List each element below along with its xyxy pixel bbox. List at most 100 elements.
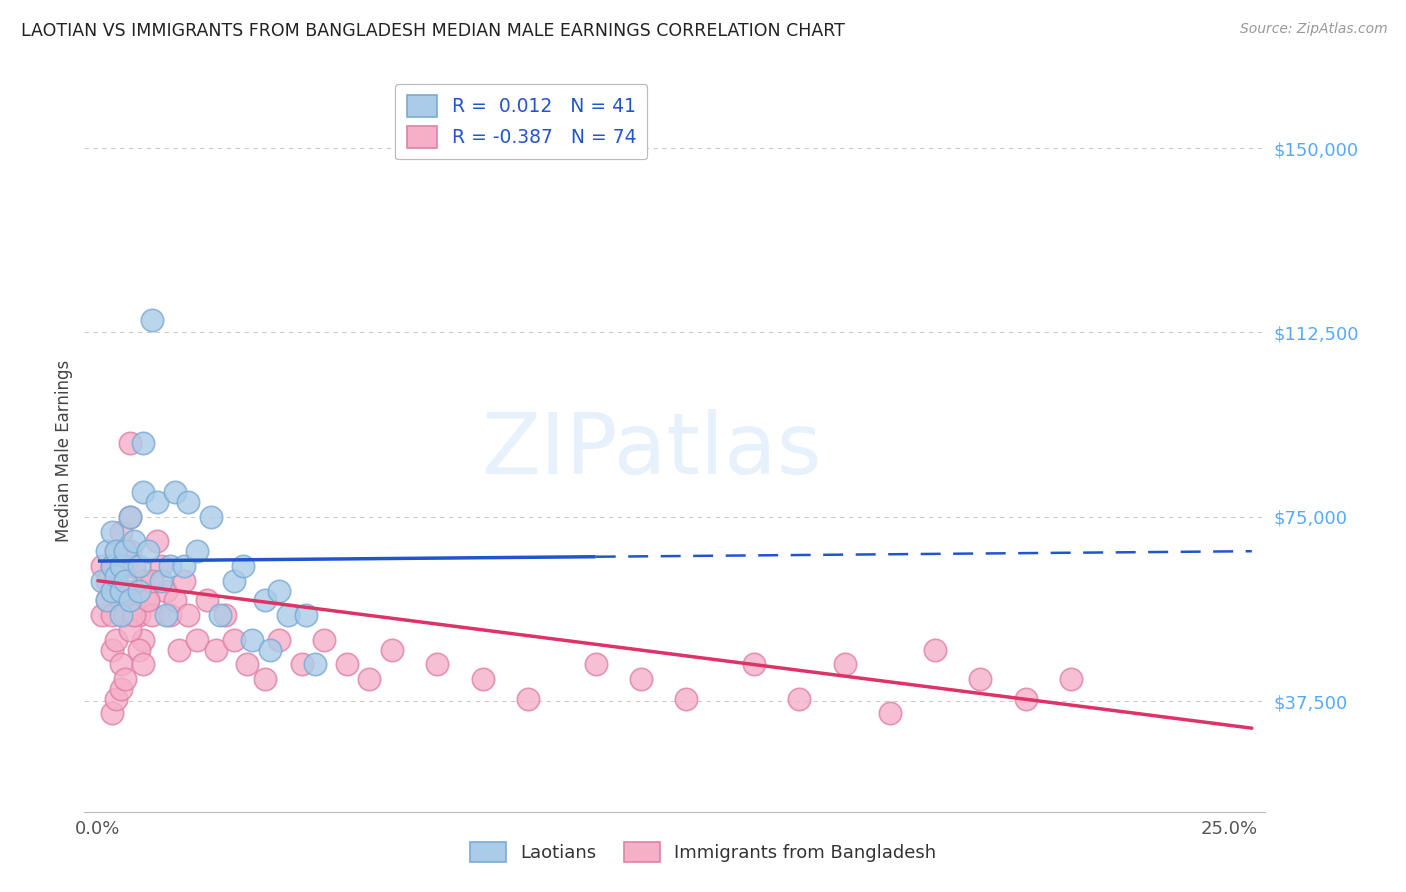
Point [132,436,155,450]
Point [110,593,132,607]
Point [1060,672,1083,686]
Point [173,558,195,573]
Point [128,608,150,623]
Point [105,583,128,598]
Point [254,593,277,607]
Point [200,509,222,524]
Point [110,657,132,672]
Point [290,657,312,672]
Point [141,574,163,588]
Point [742,657,765,672]
Point [259,642,281,657]
Point [100,524,122,539]
Point [295,608,318,623]
Point [100,706,122,721]
Point [222,632,245,647]
Point [186,632,208,647]
Point [128,583,150,598]
Point [114,544,136,558]
Point [159,558,181,573]
Point [834,657,856,672]
Point [924,642,946,657]
Text: LAOTIAN VS IMMIGRANTS FROM BANGLADESH MEDIAN MALE EARNINGS CORRELATION CHART: LAOTIAN VS IMMIGRANTS FROM BANGLADESH ME… [21,22,845,40]
Point [91,608,114,623]
Point [381,642,404,657]
Point [630,672,652,686]
Point [118,593,141,607]
Point [163,485,186,500]
Point [232,558,254,573]
Point [240,632,263,647]
Point [118,544,141,558]
Point [267,583,290,598]
Point [128,583,150,598]
Point [585,657,607,672]
Point [254,672,277,686]
Point [132,574,155,588]
Point [96,593,118,607]
Point [150,574,173,588]
Point [136,593,159,607]
Point [314,632,336,647]
Point [91,574,114,588]
Point [100,583,122,598]
Point [128,642,150,657]
Y-axis label: Median Male Earnings: Median Male Earnings [55,359,73,541]
Point [118,436,141,450]
Point [114,608,136,623]
Point [222,574,245,588]
Point [100,642,122,657]
Point [132,657,155,672]
Point [145,534,167,549]
Point [122,608,145,623]
Point [145,495,167,509]
Point [118,509,141,524]
Point [675,691,697,706]
Point [110,608,132,623]
Point [209,608,232,623]
Point [96,574,118,588]
Point [105,632,128,647]
Point [177,495,200,509]
Point [105,569,128,583]
Point [122,558,145,573]
Point [359,672,381,686]
Point [426,657,449,672]
Point [336,657,359,672]
Point [150,558,173,573]
Point [214,608,236,623]
Point [100,558,122,573]
Point [114,672,136,686]
Point [204,642,226,657]
Point [186,544,208,558]
Point [110,558,132,573]
Point [163,593,186,607]
Point [128,558,150,573]
Point [195,593,218,607]
Point [277,608,299,623]
Point [141,608,163,623]
Point [100,558,122,573]
Point [118,623,141,637]
Point [969,672,991,686]
Point [122,608,145,623]
Point [105,544,128,558]
Point [91,558,114,573]
Point [141,313,163,327]
Point [159,608,181,623]
Point [110,681,132,696]
Point [96,593,118,607]
Point [132,632,155,647]
Point [132,485,155,500]
Point [118,509,141,524]
Point [136,544,159,558]
Point [114,558,136,573]
Point [789,691,811,706]
Point [122,534,145,549]
Point [110,583,132,598]
Point [236,657,259,672]
Point [110,524,132,539]
Point [177,608,200,623]
Point [122,593,145,607]
Point [173,574,195,588]
